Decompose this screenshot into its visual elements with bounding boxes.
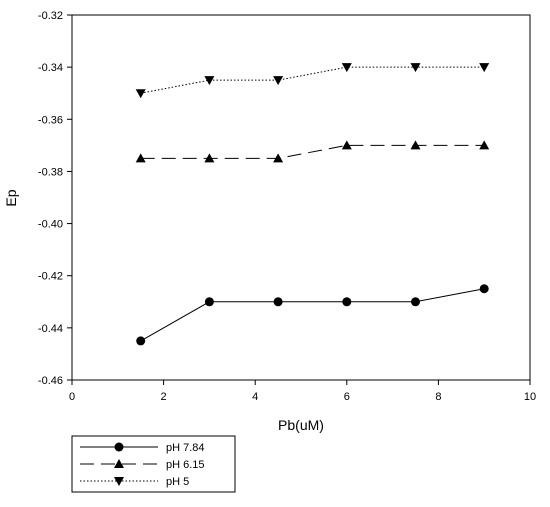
series-line <box>140 288 485 342</box>
legend-marker <box>114 442 124 452</box>
data-point <box>136 336 146 346</box>
y-tick-label: -0.32 <box>38 10 63 22</box>
series-line <box>140 144 485 159</box>
data-point <box>273 297 283 307</box>
series-2 <box>135 140 490 163</box>
y-tick-label: -0.36 <box>38 114 63 126</box>
legend-label: pH 5 <box>166 476 189 488</box>
y-tick-label: -0.38 <box>38 166 63 178</box>
y-tick-label: -0.44 <box>38 323 63 335</box>
x-tick-label: 2 <box>161 391 167 403</box>
data-point <box>411 297 420 307</box>
x-tick-label: 0 <box>69 391 75 403</box>
series-1 <box>136 284 489 346</box>
x-tick-label: 6 <box>344 391 350 403</box>
legend-label: pH 7.84 <box>166 442 205 454</box>
y-tick-label: -0.46 <box>38 375 63 387</box>
data-point <box>204 153 215 163</box>
data-point <box>342 297 352 307</box>
y-tick-label: -0.34 <box>38 62 63 74</box>
series-layer <box>135 63 490 346</box>
data-point <box>410 63 421 73</box>
data-point <box>341 63 352 73</box>
plot-frame <box>71 14 531 381</box>
x-tick-label: 10 <box>524 391 536 403</box>
data-point <box>341 140 352 150</box>
x-tick-label: 4 <box>252 391 258 403</box>
data-point <box>135 153 146 163</box>
data-point <box>479 284 489 294</box>
x-axis: 0 2 4 6 8 10 <box>69 380 536 403</box>
series-3 <box>135 63 490 99</box>
x-tick-label: 8 <box>435 391 441 403</box>
y-axis: -0.32 -0.34 -0.36 -0.38 -0.40 -0.42 -0.44 -0.46 <box>38 10 72 387</box>
data-point <box>479 63 490 73</box>
data-point <box>410 140 421 150</box>
data-point <box>204 76 215 86</box>
data-point <box>273 76 284 86</box>
legend-marker <box>114 477 124 486</box>
y-tick-label: -0.40 <box>38 219 63 231</box>
series-line <box>140 66 485 94</box>
data-point <box>135 89 146 99</box>
y-tick-label: -0.42 <box>38 271 63 283</box>
y-axis-label: Ep <box>3 189 19 206</box>
legend-label: pH 6.15 <box>166 459 205 471</box>
legend: pH 7.84 pH 6.15 pH 5 <box>80 442 205 488</box>
data-point <box>273 153 284 163</box>
legend-box <box>71 435 236 493</box>
legend-marker <box>114 459 124 468</box>
data-point <box>479 140 490 150</box>
data-point <box>204 297 214 307</box>
x-axis-label: Pb(uM) <box>278 417 324 433</box>
